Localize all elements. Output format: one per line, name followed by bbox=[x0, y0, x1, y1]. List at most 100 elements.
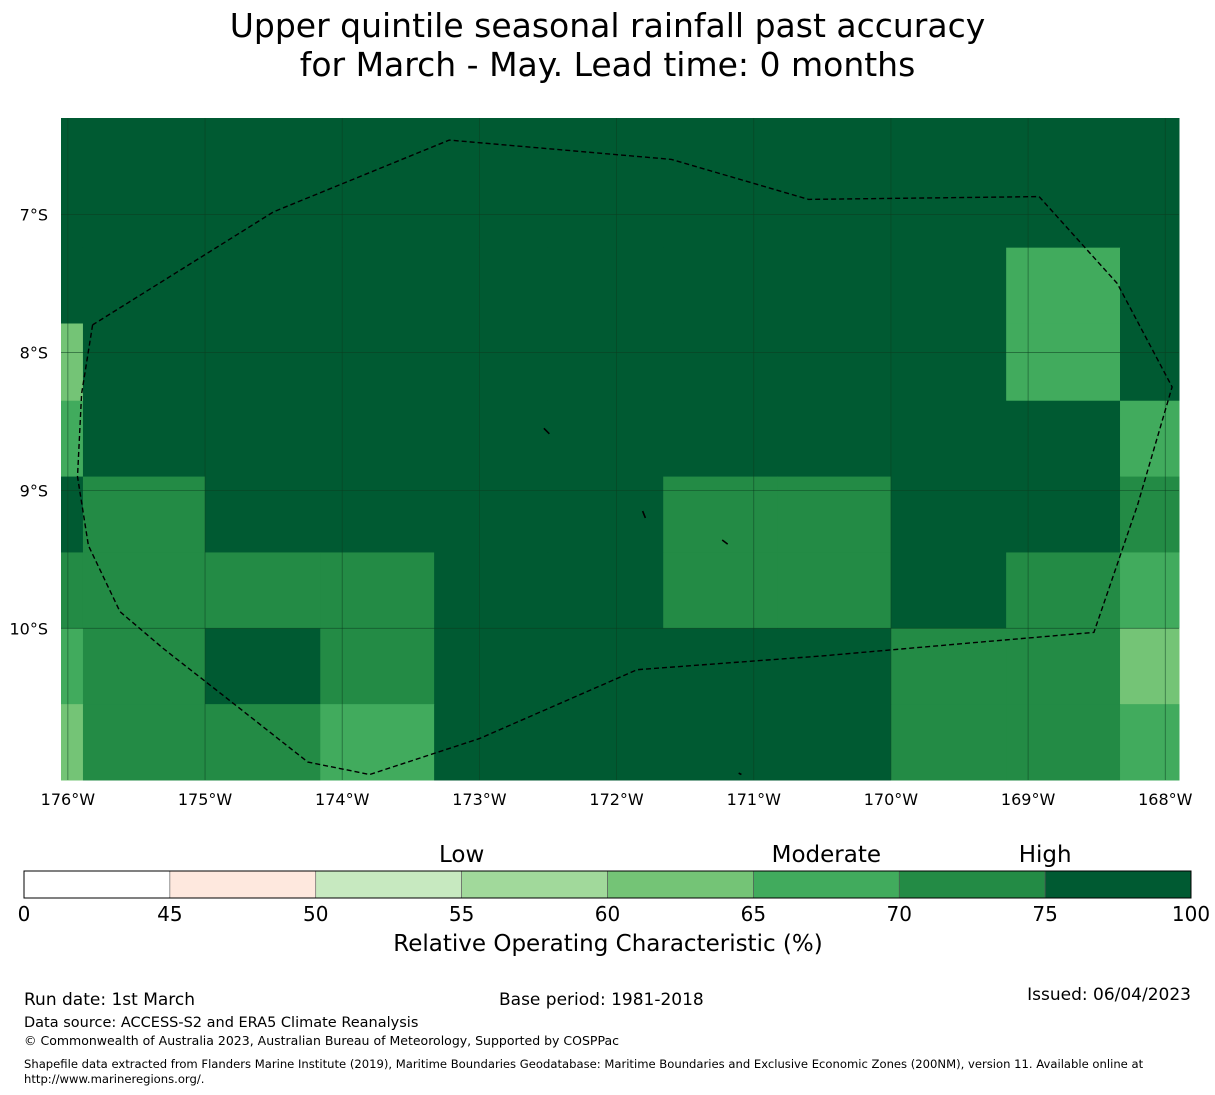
colorbar-tick-label: 100 bbox=[1171, 902, 1211, 926]
colorbar-category-moderate: Moderate bbox=[771, 842, 882, 868]
roc-grid-cells bbox=[61, 118, 1180, 781]
grid-cell bbox=[320, 628, 435, 705]
grid-cell bbox=[434, 552, 549, 629]
colorbar-tick-label: 55 bbox=[448, 902, 475, 926]
island bbox=[721, 539, 729, 545]
grid-cell bbox=[82, 118, 206, 249]
colorbar-tick-label: 50 bbox=[303, 902, 329, 926]
grid-cell bbox=[1006, 552, 1121, 629]
grid-cell bbox=[547, 118, 664, 249]
lat-tick-label: 8°S bbox=[20, 343, 48, 362]
grid-cell bbox=[205, 118, 321, 249]
colorbar-segment bbox=[23, 870, 171, 899]
title-line-2: for March - May. Lead time: 0 months bbox=[299, 45, 916, 84]
grid-cell bbox=[205, 323, 321, 402]
lat-tick-label: 7°S bbox=[20, 206, 48, 225]
grid-cell bbox=[320, 118, 435, 249]
lat-tick-label: 10°S bbox=[9, 619, 48, 638]
lat-tick-label: 9°S bbox=[20, 481, 48, 500]
grid-cell bbox=[777, 552, 892, 629]
grid-cell bbox=[663, 476, 778, 553]
grid-cell bbox=[1006, 400, 1121, 478]
grid-cell bbox=[663, 704, 778, 781]
grid-cell bbox=[1006, 323, 1121, 402]
lon-tick-label: 172°W bbox=[589, 790, 644, 809]
grid-cell bbox=[320, 323, 435, 402]
grid-cell bbox=[434, 323, 549, 402]
axis-tick-labels: 7°S 8°S 9°S 10°S 176°W 175°W 174°W 173°W 172°W 17… bbox=[9, 206, 1192, 809]
title-line-1: Upper quintile seasonal rainfall past ac… bbox=[229, 6, 986, 45]
grid-cell bbox=[1120, 323, 1180, 402]
grid-cell bbox=[890, 400, 1007, 478]
grid-cell bbox=[1120, 247, 1180, 324]
grid-cell bbox=[890, 628, 1007, 705]
grid-cell bbox=[82, 628, 206, 705]
grid-cell bbox=[320, 476, 435, 553]
grid-cell bbox=[82, 552, 206, 629]
lon-tick-label: 176°W bbox=[41, 790, 96, 809]
grid-cell bbox=[777, 247, 892, 324]
roc-map: 7°S 8°S 9°S 10°S 176°W 175°W 174°W 173°W 172°W 17… bbox=[9, 118, 1193, 899]
islands bbox=[543, 427, 742, 776]
colorbar-tick-label: 0 bbox=[17, 902, 31, 926]
grid-cell bbox=[777, 628, 892, 705]
grid-cell bbox=[61, 628, 84, 705]
base-period: Base period: 1981-2018 bbox=[499, 990, 704, 1010]
grid-cell bbox=[890, 247, 1007, 324]
grid-cell bbox=[1120, 704, 1180, 781]
shapefile-credit-line-1: Shapefile data extracted from Flanders M… bbox=[24, 1057, 1144, 1071]
grid-cell bbox=[61, 476, 84, 553]
grid-cell bbox=[1006, 476, 1121, 553]
island bbox=[543, 427, 550, 435]
lon-tick-label: 175°W bbox=[178, 790, 233, 809]
lon-tick-label: 168°W bbox=[1138, 790, 1193, 809]
colorbar bbox=[23, 870, 1192, 899]
issued-date: Issued: 06/04/2023 bbox=[1027, 985, 1191, 1005]
grid-cell bbox=[777, 323, 892, 402]
grid-cell bbox=[61, 400, 84, 478]
grid-cell bbox=[205, 247, 321, 324]
grid-cell bbox=[1006, 247, 1121, 324]
grid-cell bbox=[890, 118, 1007, 249]
grid-cell bbox=[434, 247, 549, 324]
grid-cell bbox=[777, 400, 892, 478]
colorbar-segment bbox=[461, 870, 608, 899]
grid-cell bbox=[547, 704, 664, 781]
grid-cell bbox=[1006, 118, 1121, 249]
grid-cell bbox=[890, 476, 1007, 553]
colorbar-tick-label: 65 bbox=[740, 902, 767, 926]
grid-cell bbox=[205, 400, 321, 478]
data-source: Data source: ACCESS-S2 and ERA5 Climate … bbox=[24, 1015, 419, 1031]
colorbar-frame bbox=[23, 870, 1192, 899]
grid-cell bbox=[663, 400, 778, 478]
grid-cell bbox=[890, 704, 1007, 781]
grid-cell bbox=[320, 247, 435, 324]
grid-cell bbox=[547, 400, 664, 478]
grid-cell bbox=[547, 476, 664, 553]
colorbar-category-low: Low bbox=[438, 842, 485, 868]
grid-cell bbox=[890, 323, 1007, 402]
colorbar-tick-label: 60 bbox=[594, 902, 621, 926]
grid-cell bbox=[434, 476, 549, 553]
grid-cell bbox=[320, 552, 435, 629]
island bbox=[738, 772, 742, 776]
grid-cell bbox=[547, 552, 664, 629]
grid-cell bbox=[1120, 628, 1180, 705]
grid-cell bbox=[547, 628, 664, 705]
colorbar-segment bbox=[315, 870, 462, 899]
grid-cell bbox=[777, 476, 892, 553]
grid-cell bbox=[205, 476, 321, 553]
grid-cell bbox=[82, 247, 206, 324]
grid-cell bbox=[61, 323, 84, 402]
grid-cell bbox=[61, 247, 84, 324]
grid-cell bbox=[547, 323, 664, 402]
grid-cell bbox=[82, 323, 206, 402]
colorbar-tick-label: 70 bbox=[886, 902, 912, 926]
colorbar-segment bbox=[753, 870, 900, 899]
colorbar-category-high: High bbox=[1018, 842, 1072, 868]
colorbar-tick-label: 75 bbox=[1032, 902, 1058, 926]
colorbar-segment bbox=[1044, 870, 1192, 899]
grid-cell bbox=[61, 118, 84, 249]
grid-cell bbox=[1006, 628, 1121, 705]
lon-tick-label: 173°W bbox=[452, 790, 507, 809]
